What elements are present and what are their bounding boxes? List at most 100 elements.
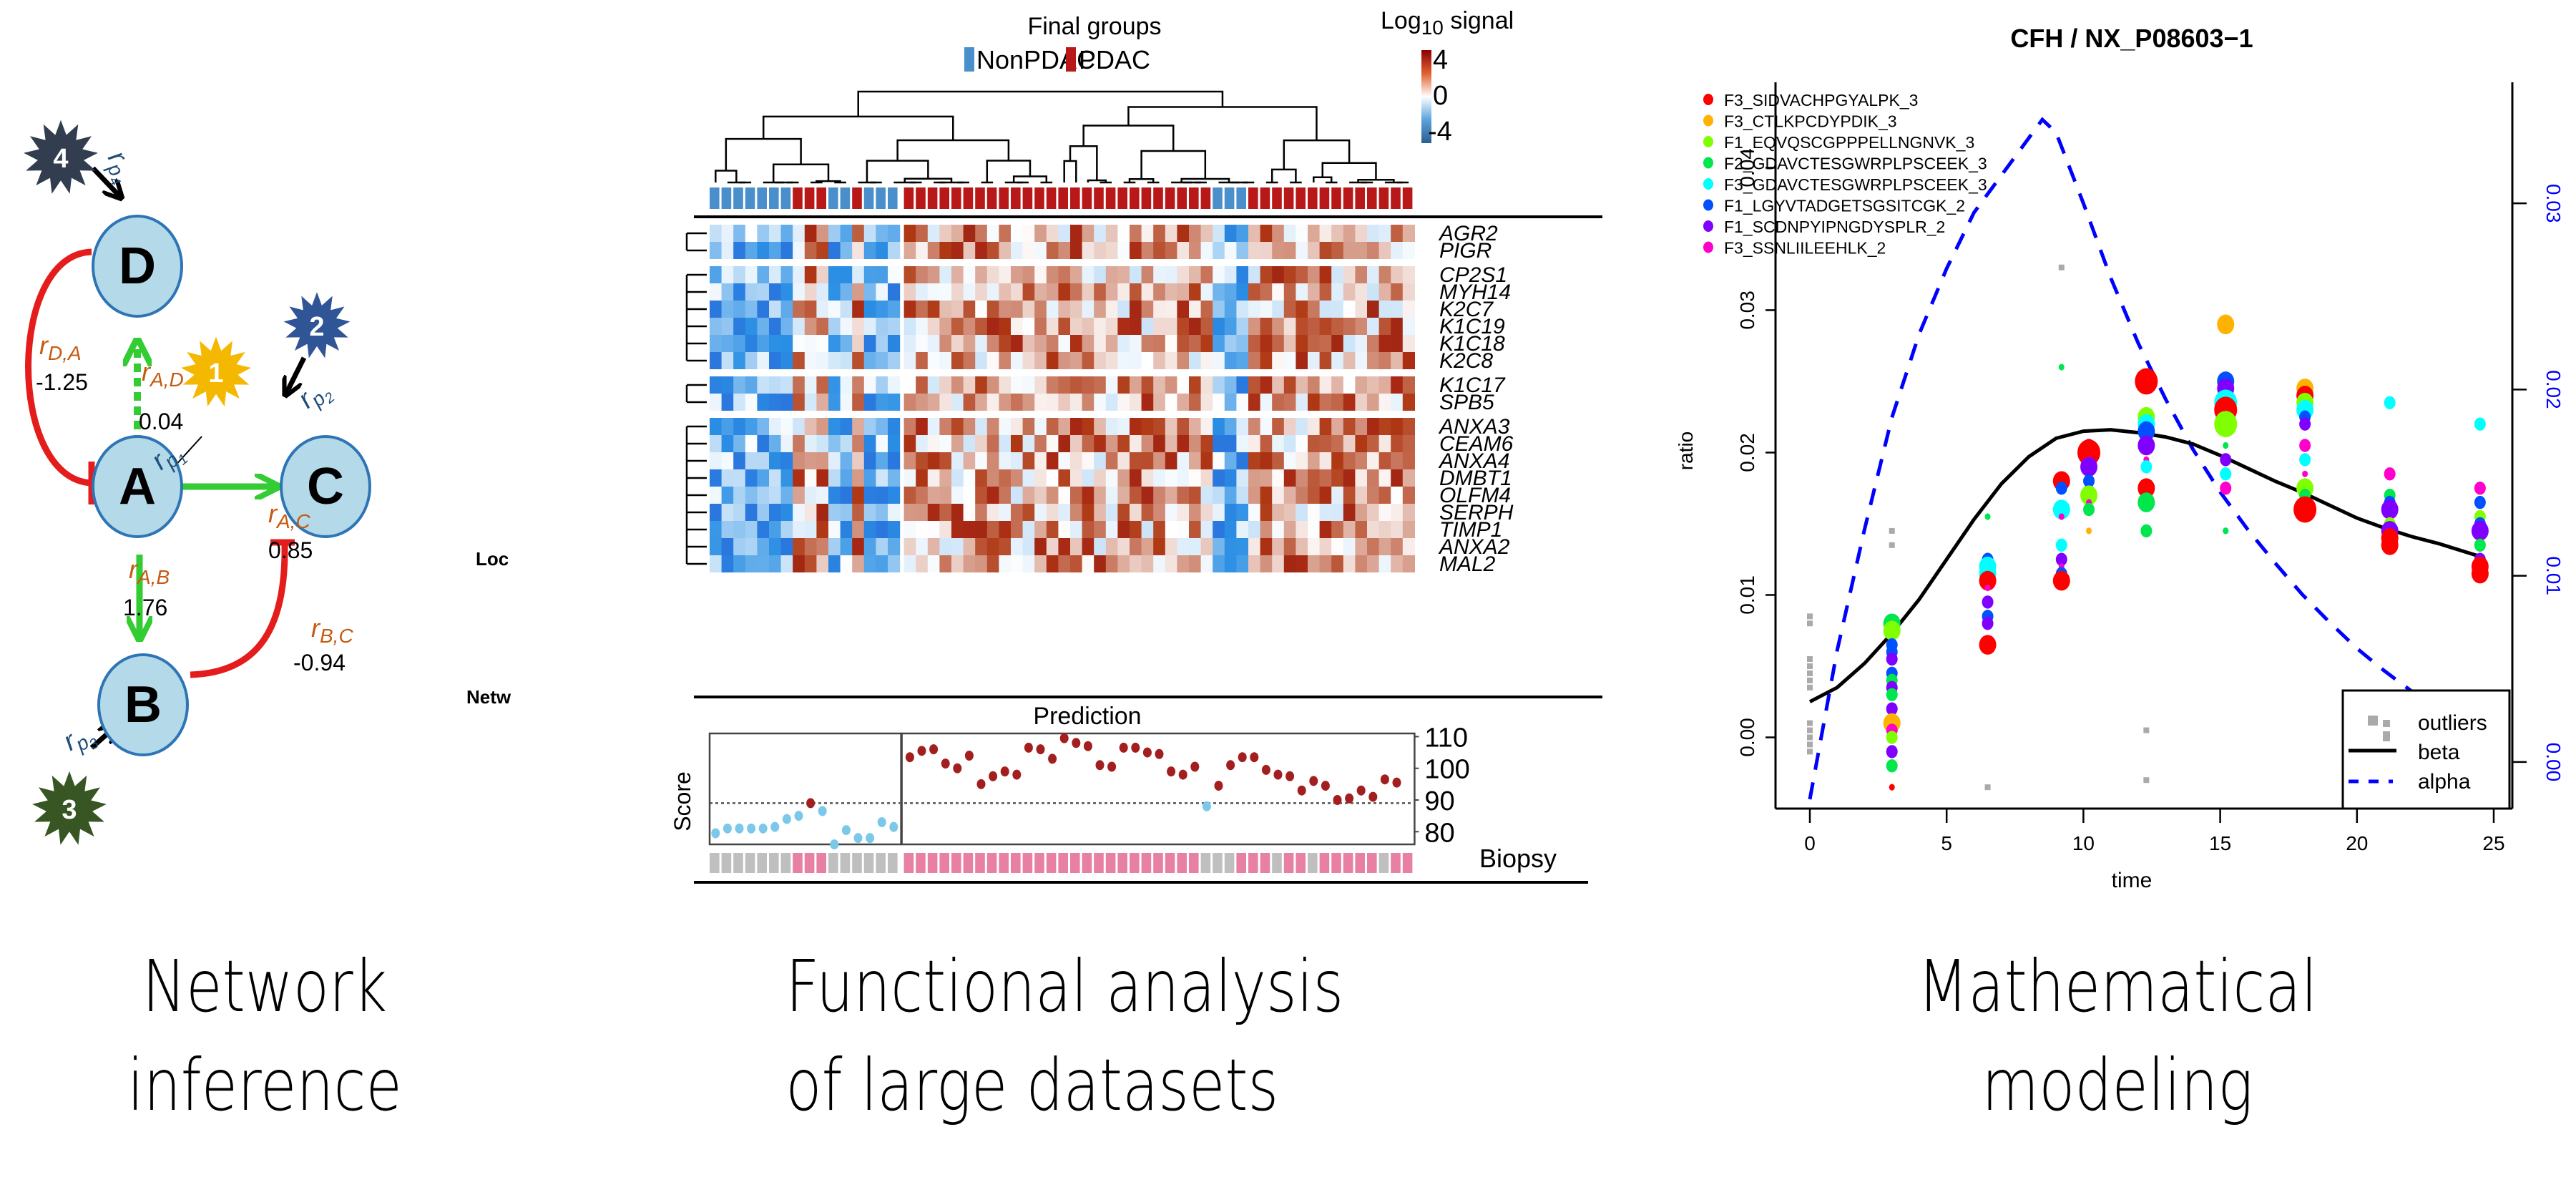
heatmap-cell — [1213, 487, 1225, 504]
heatmap-cell — [1153, 452, 1166, 469]
heatmap-cell — [733, 435, 746, 452]
heatmap-cell — [1331, 301, 1344, 318]
heatmap-cell — [1236, 521, 1249, 538]
heatmap-cell — [951, 318, 964, 335]
heatmap-cell — [1283, 538, 1296, 555]
heatmap-cell — [745, 487, 758, 504]
heatmap-cell — [975, 266, 988, 283]
heatmap-cell — [1213, 266, 1225, 283]
heatmap-cell — [852, 504, 865, 521]
heatmap-cell — [1319, 538, 1332, 555]
legend-series-label: F2_GDAVCTESGWRPLPSCEEK_3 — [1724, 155, 1987, 173]
heatmap-cell — [1141, 301, 1154, 318]
heatmap-cell — [804, 394, 817, 411]
heatmap-cell — [1213, 452, 1225, 469]
heatmap-cell — [828, 352, 841, 369]
data-point — [2052, 499, 2070, 519]
column-group-cell — [1391, 187, 1401, 209]
caption-mathematical-modeling: Mathematical modeling — [1894, 937, 2340, 1135]
heatmap-cell — [1105, 452, 1118, 469]
heatmap-cell — [780, 225, 793, 242]
heatmap-cell — [1236, 318, 1249, 335]
heatmap-cell — [721, 538, 734, 555]
node-label: D — [119, 238, 156, 295]
heatmap-cell — [828, 225, 841, 242]
heatmap-cell — [1034, 242, 1047, 259]
heatmap-cell — [888, 435, 901, 452]
heatmap-cell — [888, 352, 901, 369]
heatmap-cell — [1224, 469, 1237, 487]
heatmap-cell — [1141, 452, 1154, 469]
heatmap-cell — [1402, 266, 1415, 283]
heatmap-cell — [1117, 487, 1130, 504]
heatmap-cell — [745, 335, 758, 352]
biopsy-cell — [888, 853, 898, 873]
heatmap-cell — [1117, 394, 1130, 411]
heatmap-cell — [1248, 335, 1261, 352]
heatmap-cell — [999, 225, 1012, 242]
heatmap-figure: Final groups NonPDAC PDAC Log10 signal 4… — [670, 7, 1602, 884]
heatmap-cell — [721, 352, 734, 369]
heatmap-cell — [1130, 487, 1142, 504]
prediction-point — [866, 833, 875, 844]
heatmap-cell — [1402, 335, 1415, 352]
biopsy-cell — [1272, 853, 1282, 873]
heatmap-cell — [1236, 394, 1249, 411]
heatmap-cell — [1367, 504, 1380, 521]
heatmap-cell — [804, 418, 817, 435]
heatmap-cell — [1177, 487, 1190, 504]
heatmap-cell — [1343, 318, 1356, 335]
heatmap-cell — [1070, 242, 1083, 259]
heatmap-cell — [733, 242, 746, 259]
heatmap-cell — [1094, 452, 1107, 469]
heatmap-cell — [1355, 225, 1368, 242]
heatmap-cell — [816, 555, 829, 572]
heatmap-cell — [1022, 487, 1035, 504]
heatmap-cell — [1165, 225, 1177, 242]
heatmap-cell — [1367, 435, 1380, 452]
heatmap-cell — [745, 352, 758, 369]
heatmap-cell — [1378, 335, 1391, 352]
heatmap-cell — [1058, 352, 1071, 369]
heatmap-cell — [816, 283, 829, 301]
heatmap-cell — [804, 225, 817, 242]
heatmap-cell — [1296, 435, 1308, 452]
heatmap-cell — [951, 504, 964, 521]
heatmap-cell — [816, 418, 829, 435]
heatmap-cell — [1308, 335, 1321, 352]
heatmap-cell — [1117, 521, 1130, 538]
chart-title: CFH / NX_P08603−1 — [2010, 24, 2253, 53]
heatmap-cell — [916, 283, 929, 301]
heatmap-cell — [804, 504, 817, 521]
heatmap-cell — [721, 418, 734, 435]
column-group-cell — [828, 187, 838, 209]
data-point — [1979, 570, 1997, 591]
biopsy-cell — [1058, 853, 1068, 873]
rate-symbol: r — [39, 331, 49, 360]
heatmap-cell — [780, 266, 793, 283]
heatmap-cell — [1189, 521, 1202, 538]
heatmap-cell — [1177, 504, 1190, 521]
column-dendrogram — [715, 90, 1409, 184]
heatmap-cell — [986, 376, 999, 394]
column-group-cell — [1165, 187, 1175, 209]
heatmap-cell — [903, 504, 916, 521]
outlier-point — [1807, 620, 1813, 627]
heatmap-cell — [999, 418, 1012, 435]
heatmap-cell — [1296, 352, 1308, 369]
heatmap-cell — [939, 318, 952, 335]
heatmap-cell — [757, 352, 770, 369]
heatmap-cell — [916, 521, 929, 538]
heatmap-cell — [986, 318, 999, 335]
heatmap-cell — [1283, 394, 1296, 411]
heatmap-cell — [1058, 487, 1071, 504]
heatmap-cell — [1248, 521, 1261, 538]
heatmap-cell — [1070, 469, 1083, 487]
heatmap-cell — [1034, 283, 1047, 301]
heatmap-cell — [1213, 225, 1225, 242]
rate-symbol: r — [311, 613, 321, 643]
biopsy-cell — [1105, 853, 1116, 873]
heatmap-cell — [793, 283, 805, 301]
heatmap-cell — [1213, 376, 1225, 394]
heatmap-cell — [1308, 283, 1321, 301]
